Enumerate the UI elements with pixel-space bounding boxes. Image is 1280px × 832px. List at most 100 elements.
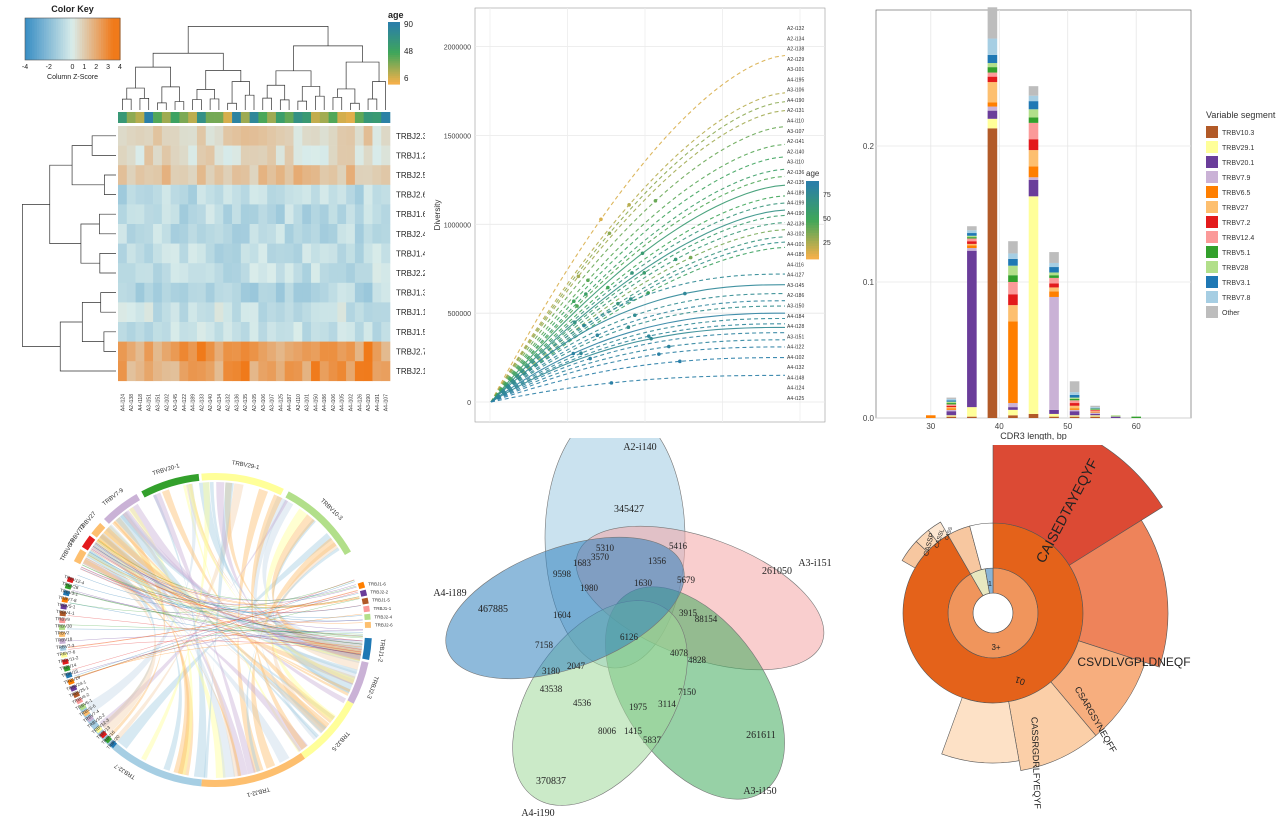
- heatmap-cell: [381, 204, 391, 225]
- diversity-age-swatch: [806, 256, 819, 260]
- heatmap-cell: [381, 263, 391, 284]
- bar-segment-trbv5.1: [967, 237, 977, 239]
- bar-segment-trbv28: [1049, 272, 1059, 276]
- heatmap-cell: [311, 243, 321, 264]
- heatmap-cell: [337, 184, 347, 205]
- bar-segment-trbv5.1: [1028, 117, 1039, 123]
- heatmap-cell: [196, 224, 207, 244]
- diversity-point: [653, 199, 658, 203]
- heatmap-cell: [126, 263, 136, 284]
- heatmap-cell: [170, 322, 180, 342]
- heatmap-row-label: TRBJ2.1: [396, 367, 425, 376]
- heatmap-cell: [118, 341, 128, 362]
- heatmap-cell: [188, 322, 198, 342]
- chord-small-arc: [63, 665, 71, 672]
- heatmap-cell: [188, 361, 198, 382]
- heatmap-cell: [319, 165, 329, 186]
- chord-thin-ribbon: [97, 539, 360, 606]
- bar-segment-trbv7.8: [987, 38, 998, 55]
- heatmap-cell: [328, 341, 338, 362]
- chord-small-arc: [66, 576, 75, 584]
- diversity-age-tick: 50: [823, 216, 831, 223]
- heatmap-cell: [258, 322, 268, 342]
- heatmap-cell: [275, 302, 286, 323]
- heatmap-column-label: A4-i187: [287, 394, 293, 411]
- heatmap-cell: [258, 145, 268, 166]
- age-legend-swatch: [388, 42, 400, 46]
- chord-arc: [362, 637, 372, 660]
- chord-ribbon: [198, 482, 362, 660]
- bar-legend-swatch: [1206, 216, 1218, 228]
- heatmap-column-label: A4-i150: [313, 394, 319, 411]
- heatmap-cell: [144, 282, 154, 303]
- heatmap-cell: [267, 204, 277, 225]
- heatmap-cell: [135, 361, 145, 382]
- bar-segment-trbv12.4: [1049, 277, 1059, 284]
- heatmap-cell: [275, 263, 286, 284]
- heatmap-row-label: TRBJ1.3: [396, 289, 425, 298]
- heatmap-column-label: A2-i110: [296, 394, 302, 411]
- venn-count: 1975: [629, 702, 648, 712]
- heatmap-cell: [118, 263, 128, 284]
- age-annotation-cell: [153, 112, 163, 123]
- heatmap-cell: [240, 302, 250, 323]
- heatmap-cell: [179, 145, 189, 166]
- heatmap-cell: [372, 361, 382, 382]
- heatmap-cell: [249, 341, 259, 362]
- heatmap-cell: [363, 145, 373, 166]
- heatmap-cell: [161, 322, 171, 342]
- diversity-point: [607, 231, 612, 236]
- chord-small-arc: [64, 583, 72, 590]
- heatmap-column-label: A2-i134: [217, 394, 223, 411]
- age-legend-tick: 6: [404, 74, 409, 83]
- heatmap-cell: [346, 361, 356, 382]
- diversity-sample-label: A4-i122: [787, 345, 804, 351]
- heatmap-cell: [170, 361, 180, 382]
- heatmap-column-label: A3-i106: [261, 394, 267, 411]
- diversity-sample-label: A4-i102: [787, 355, 804, 361]
- heatmap-cell: [214, 165, 224, 186]
- diversity-age-swatch: [806, 188, 819, 192]
- age-legend-swatch: [388, 34, 400, 38]
- chord-small-label: TRBV28: [61, 581, 79, 591]
- heatmap-cell: [170, 243, 180, 264]
- bar-segment-trbv3.1: [1008, 258, 1018, 266]
- heatmap-cell: [363, 243, 373, 264]
- heatmap-cell: [126, 243, 136, 264]
- color-key-title: Color Key: [51, 4, 94, 14]
- heatmap-cell: [284, 224, 294, 244]
- heatmap-cell: [118, 204, 128, 225]
- color-key-swatch: [89, 18, 93, 60]
- chord-ribbon: [91, 544, 335, 720]
- chord-ribbon: [93, 541, 363, 651]
- color-key-swatch: [63, 18, 66, 60]
- heatmap-cell: [179, 263, 189, 284]
- bar-legend-swatch: [1206, 261, 1218, 273]
- color-key-swatch: [67, 18, 71, 60]
- bar-legend-label: TRBV6.5: [1222, 190, 1251, 197]
- heatmap-cell: [126, 165, 136, 186]
- age-legend-swatch: [388, 22, 400, 25]
- diversity-age-swatch: [806, 235, 819, 239]
- diversity-age-swatch: [806, 191, 819, 195]
- heatmap-cell: [275, 165, 286, 186]
- chord-arc-label: TRBV29-1: [231, 460, 260, 471]
- chord-ribbon: [152, 494, 207, 778]
- heatmap-cell: [144, 263, 154, 284]
- heatmap-cell: [354, 302, 364, 323]
- bar-segment-trbv7.2: [1049, 283, 1059, 288]
- heatmap-cell: [188, 126, 198, 146]
- venn-count: 261611: [746, 730, 776, 741]
- heatmap-cell: [284, 243, 294, 264]
- chord-small-arc: [364, 621, 371, 628]
- heatmap-cell: [275, 322, 286, 342]
- diversity-age-swatch: [806, 181, 819, 184]
- heatmap-cell: [319, 184, 329, 205]
- diversity-sample-label: A4-i190: [787, 211, 804, 217]
- heatmap-cell: [293, 243, 303, 264]
- heatmap-column-label: A4-i124: [120, 394, 126, 411]
- row-dendrogram-branch: [100, 292, 116, 313]
- bar-segment-trbv6.5: [967, 245, 977, 248]
- heatmap-cell: [135, 282, 145, 303]
- bar-legend-swatch: [1206, 141, 1218, 153]
